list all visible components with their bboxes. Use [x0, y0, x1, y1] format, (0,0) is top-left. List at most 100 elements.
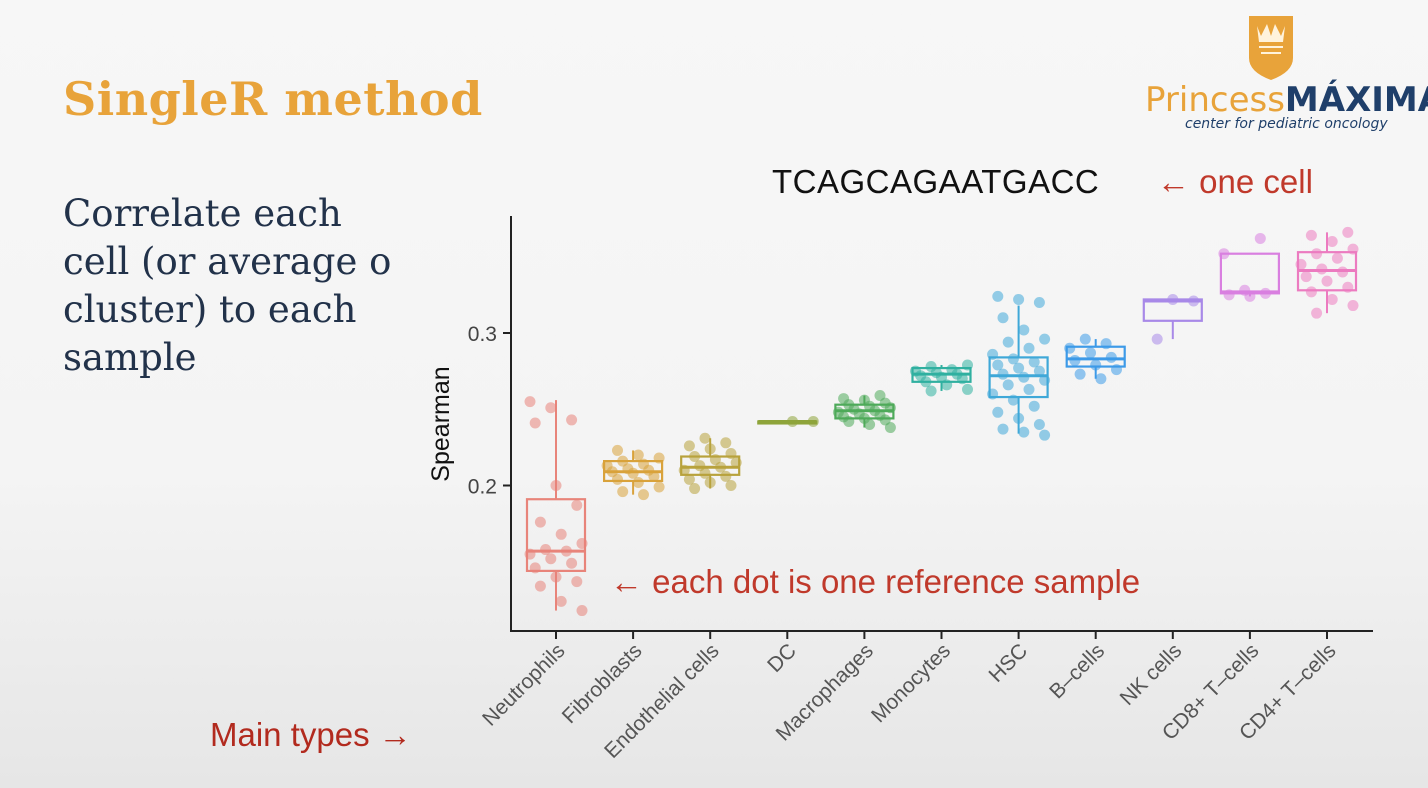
box-group — [1295, 226, 1359, 319]
data-point — [555, 528, 567, 540]
data-point — [1064, 342, 1076, 354]
data-point — [689, 451, 701, 463]
data-point — [1305, 286, 1317, 298]
data-point — [725, 480, 737, 491]
box — [1219, 252, 1281, 295]
data-point — [1074, 368, 1086, 380]
data-point — [617, 486, 629, 498]
data-point — [1151, 333, 1163, 345]
data-point — [1100, 338, 1112, 350]
logo-name: PrincessMÁXIMA — [1145, 82, 1428, 118]
data-point — [555, 595, 567, 607]
data-point — [1018, 371, 1030, 383]
y-tick-label: 0.2 — [468, 476, 497, 499]
data-point — [699, 432, 711, 444]
data-point — [550, 571, 562, 583]
x-tick-label: NK cells — [1116, 639, 1187, 710]
data-point — [1244, 290, 1256, 302]
body-line: Correlate each — [63, 192, 342, 235]
box-group — [832, 390, 896, 434]
data-point — [992, 290, 1004, 302]
data-point — [612, 444, 623, 456]
data-point — [1321, 275, 1333, 287]
data-point — [638, 489, 649, 501]
data-point — [992, 406, 1004, 418]
data-point — [524, 396, 536, 408]
data-point — [1095, 373, 1107, 385]
data-point — [1305, 229, 1317, 241]
data-point — [1167, 293, 1179, 305]
x-tick-label: Neutrophils — [478, 639, 569, 730]
data-point — [920, 376, 932, 388]
data-point — [1007, 394, 1019, 406]
data-point — [1018, 324, 1030, 336]
data-point — [571, 576, 583, 588]
one-cell-annotation: ← one cell — [1157, 163, 1313, 200]
data-point — [987, 388, 999, 400]
crown-shield-icon — [1249, 16, 1293, 80]
data-point — [699, 467, 711, 479]
data-point — [1347, 243, 1359, 255]
data-point — [534, 516, 546, 528]
data-point — [1300, 271, 1312, 283]
data-point — [576, 605, 588, 617]
data-point — [725, 447, 737, 459]
data-point — [1018, 426, 1030, 438]
data-point — [689, 483, 701, 495]
data-point — [997, 423, 1009, 435]
data-point — [550, 480, 562, 491]
logo-name-part1: Princess — [1145, 80, 1285, 120]
data-point — [1090, 359, 1102, 371]
x-tick-label: Monocytes — [867, 639, 955, 727]
box-group — [987, 290, 1051, 441]
data-point — [1188, 295, 1200, 307]
box-group — [524, 396, 588, 617]
data-point — [1039, 333, 1051, 345]
data-point — [997, 312, 1009, 324]
slide-title: SingleR method — [63, 72, 483, 126]
data-point — [545, 553, 557, 565]
data-point — [648, 470, 660, 482]
box — [525, 498, 587, 573]
data-point — [627, 467, 639, 479]
box-group — [1218, 232, 1281, 302]
data-point — [1023, 383, 1035, 395]
y-axis-label: Spearman — [427, 366, 455, 481]
data-point — [720, 470, 732, 482]
data-point — [1023, 342, 1035, 354]
data-point — [678, 464, 690, 476]
each-dot-annotation: ← each dot is one reference sample — [610, 563, 1141, 600]
logo: PrincessMÁXIMA center for pediatric onco… — [1140, 12, 1428, 137]
logo-subtitle: center for pediatric oncology — [1185, 116, 1388, 132]
data-point — [704, 476, 716, 488]
data-point — [1295, 258, 1307, 270]
data-point — [1033, 365, 1045, 377]
data-point — [1218, 248, 1230, 260]
data-point — [1079, 333, 1091, 345]
data-point — [1311, 248, 1323, 260]
data-point — [987, 348, 999, 360]
data-point — [1331, 252, 1343, 264]
data-point — [560, 545, 572, 557]
main-types-annotation: Main types → — [210, 716, 412, 753]
data-point — [632, 476, 644, 488]
data-point — [529, 562, 541, 574]
data-point — [1039, 429, 1051, 441]
body-line: cluster) to each — [63, 288, 357, 331]
data-point — [962, 359, 973, 371]
data-point — [1342, 281, 1354, 293]
data-point — [1105, 351, 1117, 363]
data-point — [1316, 263, 1328, 275]
data-point — [1002, 379, 1014, 391]
data-point — [1347, 300, 1359, 312]
data-point — [566, 557, 578, 569]
body-line: sample — [63, 336, 197, 379]
data-point — [632, 449, 644, 461]
data-point — [1028, 356, 1040, 368]
y-tick-label: 0.3 — [468, 323, 497, 346]
data-point — [1326, 236, 1338, 247]
data-point — [1223, 289, 1235, 301]
data-point — [720, 437, 732, 449]
data-point — [864, 419, 876, 430]
data-point — [1039, 374, 1051, 386]
